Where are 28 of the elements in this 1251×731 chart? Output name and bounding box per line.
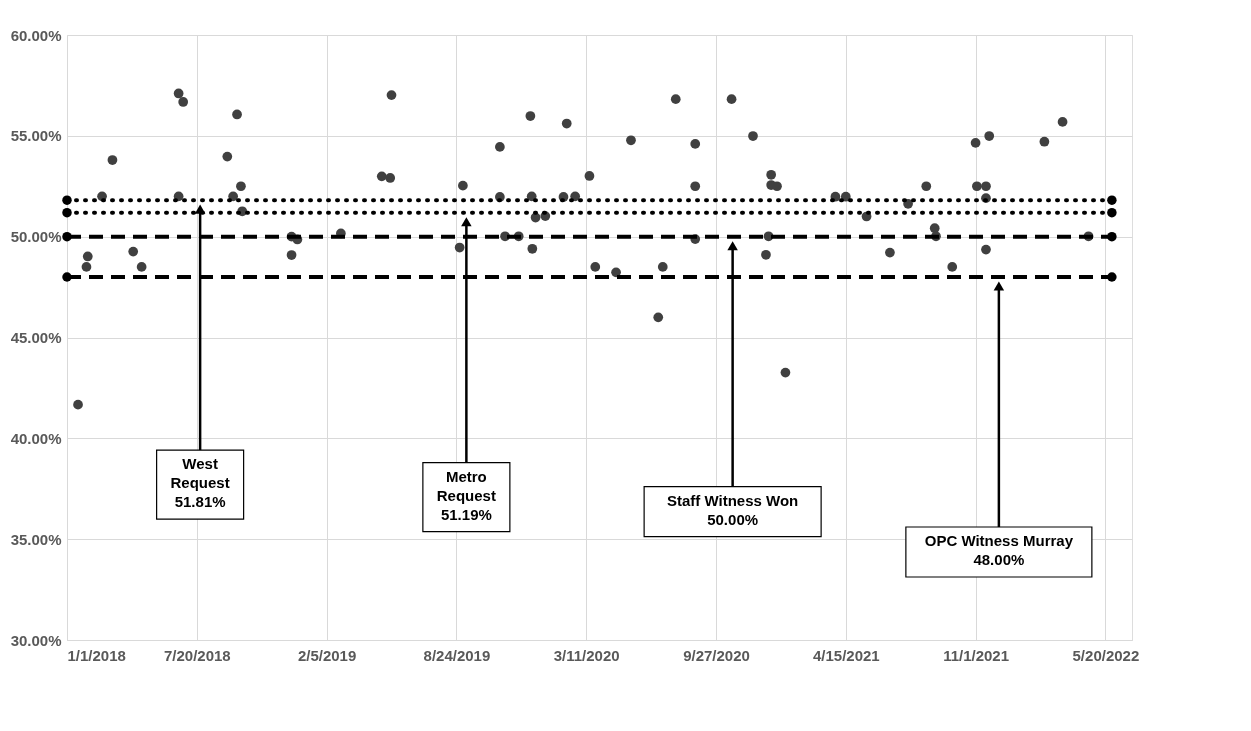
point <box>62 231 72 242</box>
y-tick-label: 60.00% <box>10 26 62 44</box>
point <box>1107 207 1117 218</box>
y-tick-label: 40.00% <box>10 429 62 447</box>
point <box>1107 231 1117 242</box>
x-tick-label: 11/1/2021 <box>943 646 1010 664</box>
x-tick-label: 3/11/2020 <box>553 646 620 664</box>
annotation: West Request 51.81% <box>170 455 230 511</box>
annotation: OPC Witness Murray 48.00% <box>924 532 1074 568</box>
x-tick-label: 9/27/2020 <box>683 646 750 664</box>
point <box>62 195 72 205</box>
annotation: Staff Witness Won 50.00% <box>666 491 799 528</box>
y-tick-label: 55.00% <box>10 127 62 145</box>
y-tick-label: 35.00% <box>10 530 62 548</box>
x-tick-label: 4/15/2021 <box>812 646 880 664</box>
x-tick-label: 7/20/2018 <box>163 646 231 664</box>
x-tick-label: 5/20/2022 <box>1072 646 1140 664</box>
x-tick-label: 8/24/2019 <box>423 646 491 664</box>
point <box>62 272 72 282</box>
annotation: Metro Request 51.19% <box>436 467 496 523</box>
point <box>62 207 72 218</box>
point <box>1107 195 1117 205</box>
y-tick-label: 45.00% <box>10 329 62 346</box>
x-tick-label: 1/1/2018 <box>67 646 126 664</box>
y-tick-label: 50.00% <box>10 228 62 246</box>
x-tick-label: 2/5/2019 <box>297 646 357 664</box>
y-tick-label: 30.00% <box>10 631 62 649</box>
point <box>1107 272 1117 282</box>
